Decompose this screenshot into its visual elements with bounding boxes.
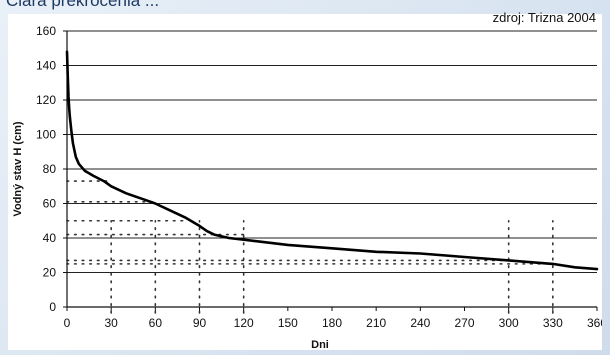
chart-panel: 0 30 60 90 120 150 180 210 240 270 300 330 360 0 20 40 6… (8, 14, 602, 350)
grid-lines (67, 30, 597, 273)
y-tick-label: 60 (43, 197, 57, 211)
x-tick-label: 60 (149, 316, 163, 330)
x-tick-label: 330 (543, 316, 563, 330)
y-tick-label: 20 (43, 266, 57, 280)
partial-heading: Čiara prekročenia ... (6, 0, 160, 10)
x-tick-label: 120 (234, 316, 254, 330)
series-layer (65, 50, 599, 271)
y-tick-label: 120 (36, 93, 56, 107)
x-tick-label: 270 (454, 316, 474, 330)
tick-labels: 0 30 60 90 120 150 180 210 240 270 300 330 360 0 20 40 6… (36, 24, 602, 330)
x-axis-title: Dni (311, 339, 329, 350)
y-tick-label: 140 (36, 59, 56, 73)
x-tick-label: 180 (322, 316, 342, 330)
x-tick-label: 0 (64, 316, 71, 330)
y-tick-label: 100 (36, 128, 56, 142)
source-note: zdroj: Trizna 2004 (492, 10, 596, 25)
x-tick-label: 360 (587, 316, 602, 330)
x-tick-label: 210 (366, 316, 386, 330)
x-tick-label: 300 (499, 316, 519, 330)
y-tick-label: 80 (43, 162, 57, 176)
y-tick-label: 40 (43, 231, 57, 245)
reference-lines (66, 180, 554, 314)
duration-curve-chart: 0 30 60 90 120 150 180 210 240 270 300 330 360 0 20 40 6… (12, 24, 602, 350)
y-axis-title: Vodný stav H (cm) (12, 121, 24, 216)
axes (63, 30, 598, 311)
x-tick-label: 30 (104, 316, 118, 330)
y-tick-label: 160 (36, 24, 56, 38)
series-line-0 (65, 50, 599, 271)
x-tick-label: 150 (278, 316, 298, 330)
x-tick-label: 240 (410, 316, 430, 330)
y-tick-label: 0 (49, 300, 56, 314)
x-tick-label: 90 (193, 316, 207, 330)
